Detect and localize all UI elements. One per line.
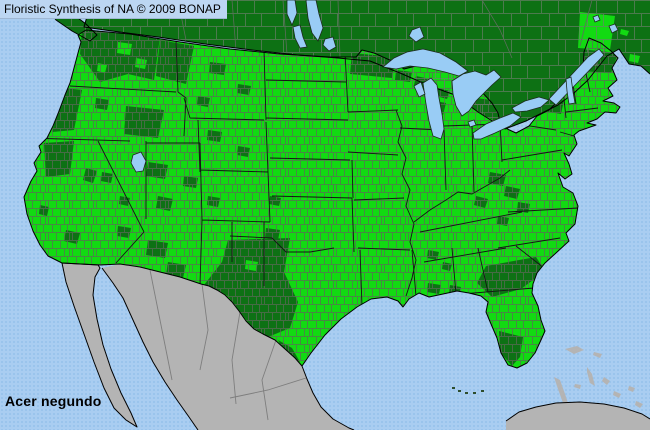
lake-huron xyxy=(451,69,502,117)
cuba xyxy=(506,402,650,430)
green-bay xyxy=(413,81,426,98)
great-lakes xyxy=(130,0,619,173)
lake-ontario xyxy=(511,96,550,113)
lake-winnipegosis xyxy=(286,0,298,27)
lake-of-the-woods xyxy=(322,36,337,52)
map-title: Floristic Synthesis of NA © 2009 BONAP xyxy=(4,2,221,16)
mexico-state-borders xyxy=(149,269,307,421)
lake-nipigon xyxy=(408,26,425,43)
map-title-bar: Floristic Synthesis of NA © 2009 BONAP xyxy=(0,0,227,19)
florida-keys xyxy=(452,387,484,394)
great-salt-lake xyxy=(130,151,147,173)
baja-peninsula xyxy=(62,263,137,427)
lake-manitoba xyxy=(292,24,308,49)
province-borders xyxy=(177,0,593,59)
lake-erie xyxy=(472,112,522,140)
mexico-region xyxy=(62,263,650,430)
lake-st-clair xyxy=(467,119,477,128)
bahamas-islands xyxy=(554,346,643,408)
state-borders xyxy=(27,39,599,307)
lake-winnipeg xyxy=(305,0,324,42)
lake-champlain xyxy=(565,76,576,105)
st-lawrence-river xyxy=(548,48,605,106)
lake-michigan xyxy=(422,77,445,140)
lake-superior xyxy=(382,48,469,77)
species-label: Acer negundo xyxy=(5,393,102,409)
